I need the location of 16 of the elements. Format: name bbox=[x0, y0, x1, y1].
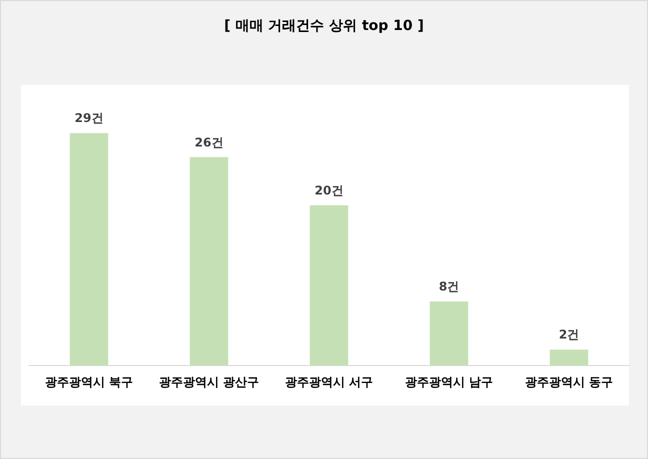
data-label: 8건 bbox=[438, 280, 460, 294]
bar bbox=[310, 205, 348, 366]
data-label: 20건 bbox=[314, 183, 344, 198]
bar bbox=[430, 301, 468, 366]
chart-title: [ 매매 거래건수 상위 top 10 ] bbox=[223, 17, 425, 35]
bar bbox=[190, 157, 228, 366]
bar bbox=[70, 133, 108, 366]
data-label: 29건 bbox=[74, 111, 104, 126]
data-label: 26건 bbox=[194, 135, 224, 150]
bar bbox=[550, 350, 588, 366]
x-tick-label: 광주광역시 남구 bbox=[404, 374, 494, 389]
x-tick-label: 광주광역시 광산구 bbox=[158, 374, 260, 389]
data-label: 2건 bbox=[558, 328, 580, 342]
x-tick-label: 광주광역시 북구 bbox=[44, 374, 134, 389]
x-tick-label: 광주광역시 동구 bbox=[524, 374, 614, 389]
x-tick-label: 광주광역시 서구 bbox=[284, 374, 374, 389]
